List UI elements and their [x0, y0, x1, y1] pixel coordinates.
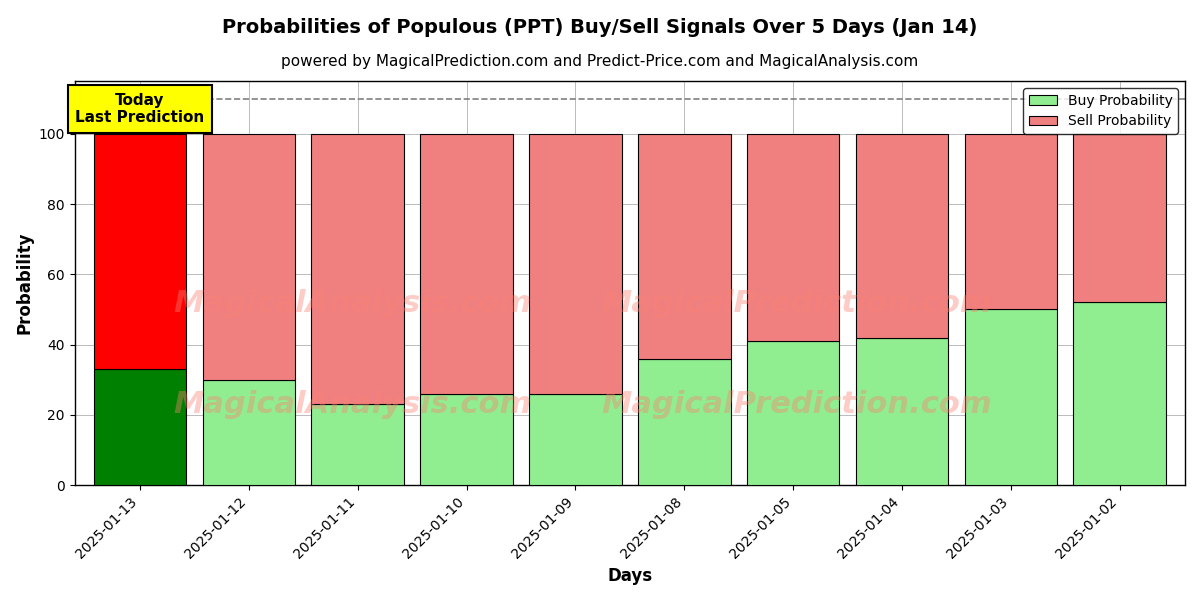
Legend: Buy Probability, Sell Probability: Buy Probability, Sell Probability: [1024, 88, 1178, 134]
Bar: [1074, 134, 1166, 302]
Text: Probabilities of Populous (PPT) Buy/Sell Signals Over 5 Days (Jan 14): Probabilities of Populous (PPT) Buy/Sell…: [222, 18, 978, 37]
Bar: [856, 338, 948, 485]
Bar: [746, 341, 839, 485]
Y-axis label: Probability: Probability: [16, 232, 34, 334]
Bar: [94, 134, 186, 369]
Text: MagicalAnalysis.com: MagicalAnalysis.com: [173, 390, 532, 419]
Bar: [638, 134, 731, 359]
Bar: [965, 310, 1057, 485]
Bar: [638, 359, 731, 485]
Bar: [965, 134, 1057, 310]
Bar: [94, 369, 186, 485]
Text: MagicalPrediction.com: MagicalPrediction.com: [601, 289, 991, 318]
Bar: [312, 404, 404, 485]
Text: MagicalPrediction.com: MagicalPrediction.com: [601, 390, 991, 419]
Text: powered by MagicalPrediction.com and Predict-Price.com and MagicalAnalysis.com: powered by MagicalPrediction.com and Pre…: [281, 54, 919, 69]
Bar: [203, 380, 295, 485]
Bar: [856, 134, 948, 338]
X-axis label: Days: Days: [607, 567, 653, 585]
Bar: [203, 134, 295, 380]
Bar: [420, 134, 512, 394]
Bar: [312, 134, 404, 404]
Bar: [420, 394, 512, 485]
Text: Today
Last Prediction: Today Last Prediction: [76, 93, 204, 125]
Bar: [1074, 302, 1166, 485]
Text: MagicalAnalysis.com: MagicalAnalysis.com: [173, 289, 532, 318]
Bar: [529, 134, 622, 394]
Bar: [746, 134, 839, 341]
Bar: [529, 394, 622, 485]
